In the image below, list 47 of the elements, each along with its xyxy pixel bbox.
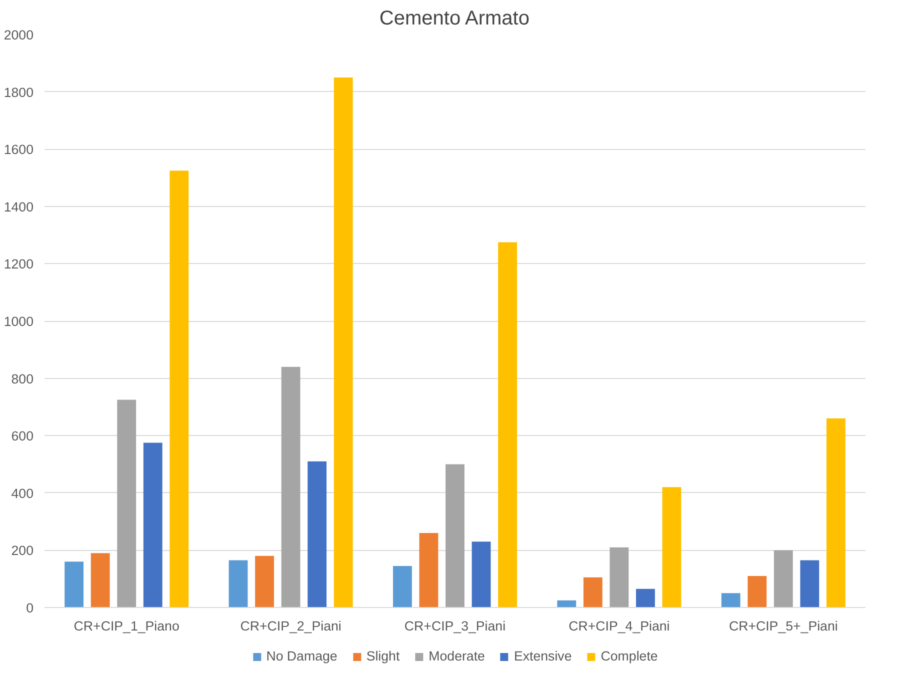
y-tick-label: 1200 (4, 256, 34, 272)
legend-label: Slight (366, 648, 400, 664)
y-tick-label: 800 (11, 371, 34, 386)
legend-label: Complete (600, 648, 658, 664)
bar (472, 542, 491, 608)
x-tick-label: CR+CIP_5+_Piani (728, 618, 838, 634)
y-tick-label: 1800 (4, 84, 34, 100)
bar (308, 461, 327, 608)
bar (557, 600, 576, 608)
chart-title: Cemento Armato (379, 8, 530, 30)
bar (419, 533, 438, 608)
bar (498, 242, 517, 608)
bar (636, 588, 655, 608)
bar (583, 577, 602, 608)
y-tick-label: 1400 (4, 199, 34, 214)
x-tick-label: CR+CIP_4_Piani (568, 618, 670, 634)
bar (662, 487, 682, 608)
bar (721, 593, 740, 608)
bar (228, 560, 248, 608)
x-tick-label: CR+CIP_3_Piani (404, 618, 506, 634)
bar (90, 553, 110, 608)
x-tick-label: CR+CIP_2_Piani (240, 618, 342, 634)
bar (774, 550, 793, 608)
y-tick-label: 200 (11, 543, 34, 558)
y-tick-label: 2000 (4, 28, 34, 42)
bar (143, 442, 162, 608)
bar (800, 560, 820, 608)
bar (826, 418, 846, 608)
bar (393, 566, 412, 608)
bar (610, 547, 629, 608)
bar (281, 366, 300, 608)
bar (334, 77, 353, 608)
legend-label: Extensive (514, 648, 572, 664)
bar (446, 464, 464, 608)
bar (255, 556, 274, 608)
bar (170, 170, 189, 608)
y-tick-label: 600 (11, 428, 34, 444)
legend-label: Moderate (428, 648, 485, 664)
y-tick-label: 400 (11, 486, 34, 501)
bar (117, 400, 136, 608)
bar (748, 576, 767, 608)
y-tick-label: 1600 (4, 142, 34, 158)
legend-label: No Damage (266, 648, 338, 664)
bar (64, 562, 84, 608)
x-tick-label: CR+CIP_1_Piano (74, 618, 180, 634)
y-tick-label: 1000 (4, 314, 34, 329)
y-tick-label: 0 (26, 600, 34, 616)
